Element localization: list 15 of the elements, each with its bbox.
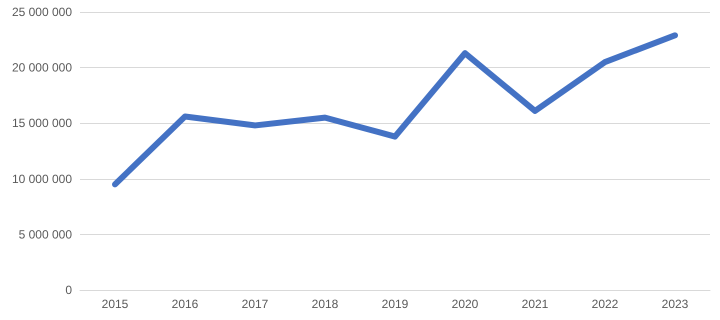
- x-tick-label: 2021: [522, 297, 549, 311]
- x-tick-label: 2017: [242, 297, 269, 311]
- x-tick-label: 2015: [102, 297, 129, 311]
- x-tick-label: 2022: [592, 297, 619, 311]
- x-tick-label: 2016: [172, 297, 199, 311]
- y-tick-label: 25 000 000: [12, 5, 72, 19]
- x-tick-label: 2019: [382, 297, 409, 311]
- y-tick-label: 5 000 000: [18, 227, 72, 242]
- y-tick-label: 0: [65, 283, 72, 297]
- x-tick-label: 2023: [662, 297, 689, 311]
- x-tick-label: 2020: [452, 297, 479, 311]
- y-tick-label: 15 000 000: [12, 116, 72, 130]
- y-tick-label: 10 000 000: [12, 172, 72, 186]
- y-tick-label: 20 000 000: [12, 60, 72, 75]
- x-tick-label: 2018: [312, 297, 339, 311]
